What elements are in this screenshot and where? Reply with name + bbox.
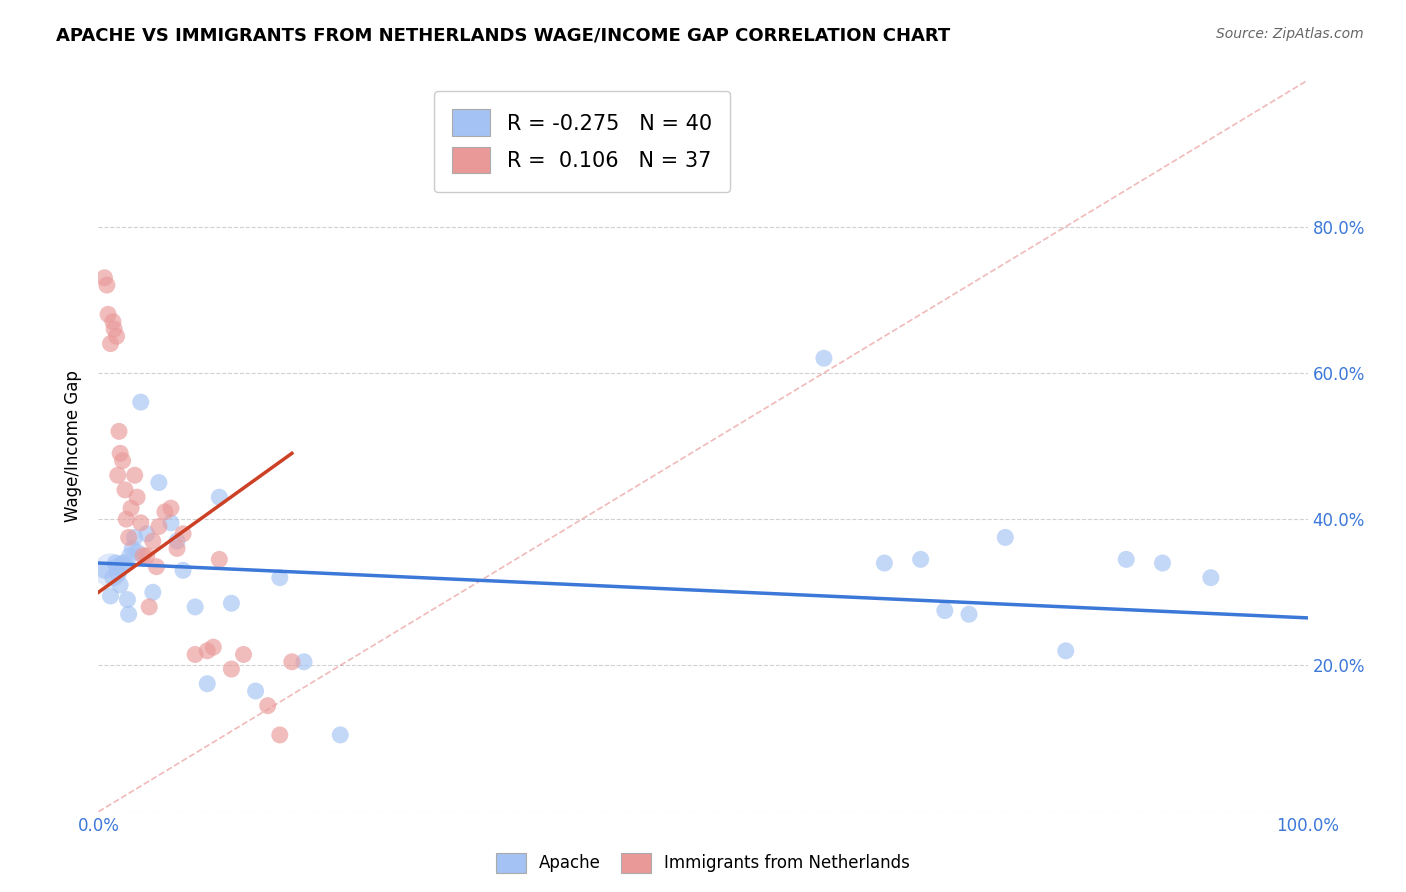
Point: [135, 526, 157, 541]
Point: [160, 501, 183, 516]
Point: [124, 530, 146, 544]
Point: [232, 648, 254, 662]
Point: [245, 684, 267, 698]
Point: [93, 563, 115, 577]
Point: [127, 490, 149, 504]
Point: [117, 592, 139, 607]
Y-axis label: Wage/Income Gap: Wage/Income Gap: [65, 370, 83, 522]
Point: [138, 599, 160, 614]
Point: [114, 556, 136, 570]
Point: [145, 559, 167, 574]
Point: [100, 589, 122, 603]
Point: [132, 549, 155, 563]
Point: [813, 351, 835, 366]
Point: [195, 644, 218, 658]
Point: [208, 552, 231, 566]
Point: [103, 322, 125, 336]
Text: Source: ZipAtlas.com: Source: ZipAtlas.com: [1216, 27, 1364, 41]
Point: [1199, 571, 1222, 585]
Point: [221, 662, 243, 676]
Point: [105, 329, 128, 343]
Point: [957, 607, 980, 622]
Point: [221, 596, 243, 610]
Point: [994, 530, 1017, 544]
Point: [100, 336, 122, 351]
Point: [184, 599, 207, 614]
Point: [120, 501, 142, 516]
Point: [873, 556, 896, 570]
Point: [107, 468, 129, 483]
Point: [129, 516, 152, 530]
Legend: Apache, Immigrants from Netherlands: Apache, Immigrants from Netherlands: [489, 847, 917, 880]
Point: [934, 603, 956, 617]
Point: [1115, 552, 1137, 566]
Point: [166, 541, 188, 556]
Point: [108, 578, 131, 592]
Point: [135, 549, 157, 563]
Point: [184, 648, 207, 662]
Point: [97, 307, 120, 321]
Point: [269, 728, 291, 742]
Point: [93, 270, 115, 285]
Point: [100, 563, 122, 577]
Point: [114, 483, 136, 497]
Point: [160, 516, 183, 530]
Point: [172, 526, 194, 541]
Point: [96, 278, 118, 293]
Point: [256, 698, 278, 713]
Point: [105, 559, 128, 574]
Point: [129, 395, 152, 409]
Point: [111, 556, 134, 570]
Point: [148, 475, 170, 490]
Point: [292, 655, 315, 669]
Point: [148, 519, 170, 533]
Point: [142, 585, 165, 599]
Point: [142, 534, 165, 549]
Point: [108, 446, 131, 460]
Point: [202, 640, 225, 655]
Text: APACHE VS IMMIGRANTS FROM NETHERLANDS WAGE/INCOME GAP CORRELATION CHART: APACHE VS IMMIGRANTS FROM NETHERLANDS WA…: [56, 27, 950, 45]
Point: [101, 571, 124, 585]
Point: [153, 505, 176, 519]
Point: [910, 552, 932, 566]
Point: [118, 607, 141, 622]
Point: [118, 549, 141, 563]
Point: [124, 468, 146, 483]
Point: [166, 534, 188, 549]
Point: [329, 728, 352, 742]
Point: [1054, 644, 1077, 658]
Point: [104, 556, 127, 570]
Point: [195, 676, 218, 690]
Point: [269, 571, 291, 585]
Point: [121, 541, 143, 556]
Point: [115, 512, 138, 526]
Point: [111, 453, 134, 467]
Point: [107, 567, 129, 582]
Point: [281, 655, 304, 669]
Point: [172, 563, 194, 577]
Point: [108, 425, 131, 439]
Point: [118, 530, 141, 544]
Point: [1152, 556, 1174, 570]
Point: [101, 315, 124, 329]
Legend: R = -0.275   N = 40, R =  0.106   N = 37: R = -0.275 N = 40, R = 0.106 N = 37: [433, 91, 731, 192]
Point: [127, 545, 149, 559]
Point: [208, 490, 231, 504]
